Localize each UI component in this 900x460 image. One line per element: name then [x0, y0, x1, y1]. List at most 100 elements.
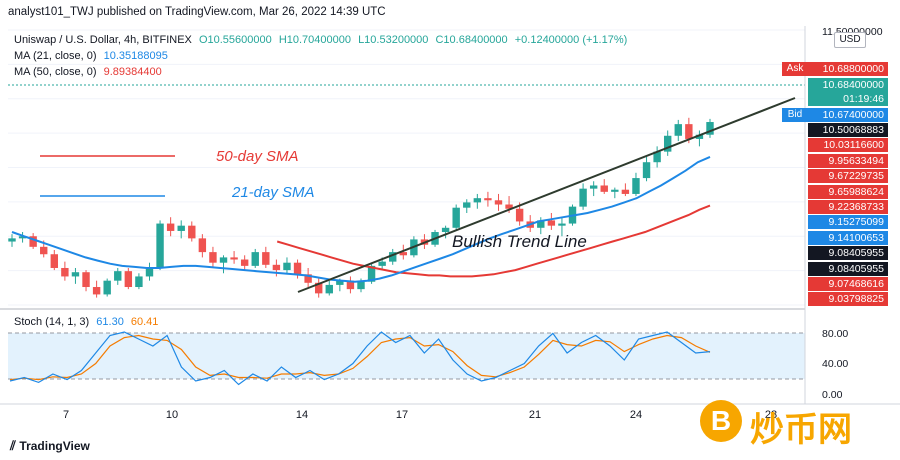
price-tag: 9.07468616: [808, 277, 888, 291]
candle-body: [92, 287, 101, 295]
legend-high: H10.70400000: [278, 34, 351, 46]
candle-body: [473, 198, 482, 203]
x-tick-label: 24: [630, 409, 642, 421]
legend-stoch-d: 60.41: [130, 316, 159, 328]
candle-body: [632, 178, 640, 194]
legend-ma50-value: 9.89384400: [103, 66, 162, 78]
candle-body: [188, 225, 196, 239]
candle-body: [124, 271, 133, 288]
candle-body: [219, 257, 228, 263]
legend-symbol: Uniswap / U.S. Dollar, 4h, BITFINEX: [14, 34, 192, 46]
legend-open: O10.55600000: [198, 34, 272, 46]
candle-body: [367, 265, 376, 282]
candle-body: [441, 227, 450, 233]
legend-stoch-label: Stoch (14, 1, 3): [14, 316, 90, 328]
candle-body: [209, 252, 217, 263]
ma50-line: [276, 204, 711, 278]
candle-body: [494, 200, 503, 205]
price-tag: 9.95633494: [808, 153, 888, 168]
annot-trend: Bullish Trend Line: [452, 232, 587, 251]
candles: [8, 117, 714, 298]
price-tag: 9.03798825: [808, 292, 888, 307]
stoch-k-line: [9, 331, 711, 386]
candle-body: [463, 202, 471, 208]
tv-brand: TradingView: [19, 439, 90, 453]
legend-ma50-row: MA (50, close, 0) 9.89384400: [14, 66, 166, 78]
x-tick-label: 28: [765, 409, 777, 421]
candle-body: [611, 189, 619, 192]
candle-body: [663, 135, 672, 152]
candle-body: [589, 185, 598, 189]
currency-button[interactable]: USD: [834, 32, 866, 48]
candle-body: [346, 280, 355, 290]
x-tick-label: 21: [529, 409, 541, 421]
x-tick-label: 7: [63, 409, 69, 421]
candle-body: [103, 280, 111, 295]
candle-body: [240, 259, 249, 266]
candle-body: [515, 208, 524, 222]
stoch-axis-0: 0.00: [822, 389, 843, 401]
price-tag: 10.50068883: [808, 123, 888, 137]
candle-body: [399, 252, 408, 256]
ask-price: 10.68800000: [808, 62, 888, 76]
header: analyst101_TWJ published on TradingView.…: [0, 0, 900, 26]
candle-body: [378, 261, 386, 266]
stoch-d-line: [9, 334, 711, 381]
candle-body: [50, 254, 59, 268]
legend-ma21-label: MA (21, close, 0): [14, 50, 97, 62]
legend-stoch-k: 61.30: [96, 316, 124, 328]
tv-icon: ⫽: [10, 438, 20, 453]
legend-low: L10.53200000: [358, 34, 429, 46]
candle-body: [272, 264, 281, 271]
x-tick-label: 14: [296, 409, 308, 421]
ask-tag: Ask: [782, 62, 808, 76]
candle-body: [18, 236, 27, 239]
candle-body: [314, 282, 323, 294]
bitcoin-icon: B: [700, 400, 742, 442]
candle-body: [61, 267, 69, 277]
candle-body: [674, 124, 682, 136]
candle-body: [695, 134, 704, 139]
candle-body: [230, 257, 238, 260]
candle-body: [600, 185, 608, 192]
price-tag: 9.22368733: [808, 200, 888, 214]
candle-body: [484, 198, 492, 201]
candle-body: [114, 271, 122, 281]
ma21-line: [11, 155, 711, 283]
candle-body: [145, 267, 154, 277]
candle-body: [251, 252, 259, 266]
price-tag: 9.08405955: [808, 246, 888, 261]
legend-symbol-row: Uniswap / U.S. Dollar, 4h, BITFINEX O10.…: [14, 34, 631, 46]
stoch-axis-40: 40.00: [822, 358, 849, 370]
candle-body: [389, 252, 397, 262]
footer: ⫽ TradingView: [0, 430, 900, 460]
x-tick-label: 10: [166, 409, 178, 421]
candle-body: [293, 262, 302, 275]
price-tag: 9.67229735: [808, 169, 888, 184]
price-tag: 10.03116600: [808, 138, 888, 153]
candle-body: [452, 207, 460, 228]
x-tick-label: 17: [396, 409, 408, 421]
legend-ma21-value: 10.35188095: [103, 50, 168, 62]
candle-body: [579, 188, 587, 207]
candle-body: [71, 272, 80, 277]
annot-sma21: 21-day SMA: [232, 184, 315, 201]
legend-stoch-row: Stoch (14, 1, 3) 61.30 60.41: [14, 316, 162, 328]
legend-ma50-label: MA (50, close, 0): [14, 66, 97, 78]
watermark-text: 炒币网: [750, 411, 852, 449]
candle-body: [685, 124, 693, 139]
candle-body: [706, 122, 714, 135]
trend-line: [297, 97, 796, 293]
candle-body: [135, 276, 143, 288]
bid-price: 10.67400000: [808, 108, 888, 122]
candle-body: [537, 220, 545, 228]
candle-body: [642, 162, 651, 179]
candle-body: [82, 272, 90, 288]
legend-change: +0.12400000 (+1.17%): [514, 34, 628, 46]
legend-close: C10.68400000: [435, 34, 508, 46]
last-price: 10.68400000: [808, 78, 888, 92]
candle-body: [558, 223, 566, 226]
tradingview-logo[interactable]: ⫽ TradingView: [10, 438, 90, 454]
price-tag: 9.15275099: [808, 215, 888, 230]
